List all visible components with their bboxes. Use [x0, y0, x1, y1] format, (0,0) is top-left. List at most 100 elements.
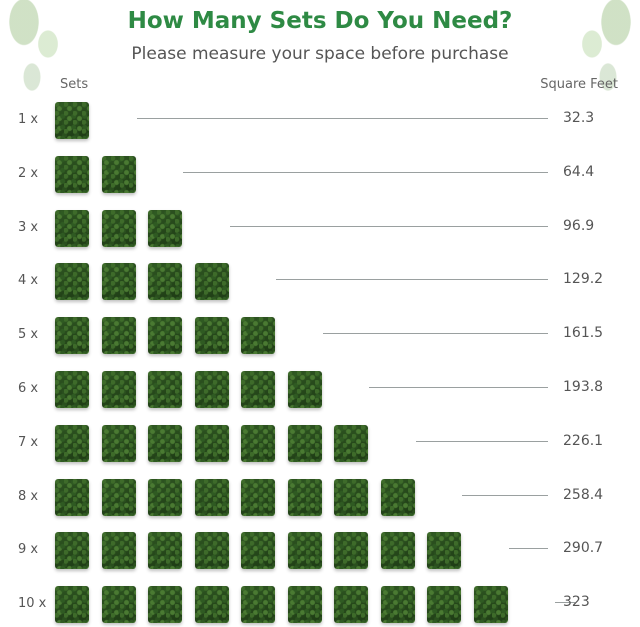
row-sets-label: 5 x	[18, 327, 39, 343]
hedge-panel-icon	[241, 371, 275, 408]
hedge-panel-icon	[380, 478, 415, 516]
row-square-feet-value: 258.4	[563, 486, 604, 503]
hedge-panel-icon	[55, 371, 89, 408]
row-sets-label: 3 x	[18, 219, 39, 235]
hedge-panel-icon	[101, 371, 136, 408]
row-divider-line	[415, 440, 548, 442]
row-sets-label: 7 x	[18, 434, 39, 450]
row-sets-label: 6 x	[18, 381, 39, 396]
hedge-panel-icon	[194, 532, 229, 570]
hedge-panel-icon	[55, 532, 89, 570]
row-sets-label: 1 x	[18, 112, 39, 127]
row-sets-label: 4 x	[18, 273, 39, 289]
hedge-panel-icon	[194, 371, 229, 408]
row-square-feet-value: 32.3	[563, 110, 595, 126]
hedge-panel-icon	[427, 532, 461, 570]
sets-row: 1 x 32.3	[0, 100, 640, 140]
page-subtitle: Please measure your space before purchas…	[131, 44, 509, 64]
row-sets-label: 8 x	[18, 488, 39, 504]
hedge-panel-icon	[101, 155, 136, 193]
hedge-panel-icon	[55, 155, 89, 193]
row-divider-line	[508, 548, 548, 550]
hedge-panel-icon	[148, 263, 182, 301]
hedge-panel-icon	[194, 317, 229, 355]
hedge-panel-icon	[101, 263, 136, 301]
row-sets-label: 10 x	[18, 596, 47, 612]
hedge-panel-icon	[148, 371, 182, 408]
row-square-feet-value: 129.2	[563, 271, 604, 288]
hedge-panel-icon	[101, 586, 136, 624]
sets-row: 6 x 193.8	[0, 369, 640, 409]
row-divider-line	[369, 387, 548, 388]
hedge-panel-icon	[334, 586, 368, 624]
hedge-panel-icon	[194, 478, 229, 516]
hedge-panel-icon	[427, 586, 461, 624]
hedge-panel-icon	[241, 586, 275, 624]
hedge-panel-icon	[473, 586, 508, 624]
sets-row: 10 x 323	[0, 584, 640, 624]
hedge-panel-icon	[194, 586, 229, 624]
hedge-panel-icon	[148, 532, 182, 570]
hedge-panel-icon	[55, 424, 89, 462]
hedge-panel-icon	[148, 424, 182, 462]
hedge-panel-icon	[241, 317, 275, 355]
row-sets-label: 2 x	[18, 165, 39, 181]
sets-row: 8 x 258.4	[0, 477, 640, 517]
hedge-panel-icon	[334, 478, 368, 516]
hedge-panel-icon	[101, 532, 136, 570]
hedge-panel-icon	[380, 586, 415, 624]
hedge-panel-icon	[101, 424, 136, 462]
page-title: How Many Sets Do You Need?	[127, 8, 513, 34]
row-square-feet-value: 290.7	[563, 540, 604, 557]
hedge-panel-icon	[55, 102, 89, 139]
hedge-panel-icon	[287, 371, 322, 408]
row-divider-line	[183, 171, 548, 173]
row-square-feet-value: 193.8	[563, 379, 604, 395]
hedge-panel-icon	[148, 478, 182, 516]
sets-row: 5 x 161.5	[0, 315, 640, 355]
hedge-panel-icon	[287, 478, 322, 516]
row-divider-line	[322, 333, 548, 335]
hedge-panel-icon	[101, 478, 136, 516]
row-square-feet-value: 226.1	[563, 432, 604, 449]
hedge-panel-icon	[380, 532, 415, 570]
hedge-panel-icon	[241, 478, 275, 516]
row-square-feet-value: 323	[563, 594, 590, 611]
hedge-panel-icon	[148, 317, 182, 355]
row-divider-line	[276, 279, 548, 281]
hedge-panel-icon	[55, 317, 89, 355]
hedge-panel-icon	[287, 532, 322, 570]
sets-column-header: Sets	[60, 77, 89, 92]
hedge-panel-icon	[334, 532, 368, 570]
sets-row: 7 x 226.1	[0, 423, 640, 463]
hedge-panel-icon	[55, 586, 89, 624]
row-square-feet-value: 161.5	[563, 325, 604, 342]
hedge-panel-icon	[194, 263, 229, 301]
row-sets-label: 9 x	[18, 542, 39, 558]
row-divider-line	[229, 225, 548, 227]
hedge-panel-icon	[148, 209, 182, 247]
hedge-panel-icon	[194, 424, 229, 462]
fern-leaf-icon	[0, 0, 80, 110]
sets-row: 9 x 290.7	[0, 530, 640, 570]
hedge-panel-icon	[241, 424, 275, 462]
square-feet-column-header: Square Feet	[540, 77, 618, 92]
row-divider-line	[462, 494, 548, 496]
row-divider-line	[555, 602, 575, 604]
hedge-panel-icon	[334, 424, 368, 462]
hedge-panel-icon	[287, 424, 322, 462]
hedge-panel-icon	[287, 586, 322, 624]
row-square-feet-value: 96.9	[563, 217, 595, 234]
sets-row: 4 x 129.2	[0, 261, 640, 301]
sets-row: 3 x 96.9	[0, 208, 640, 248]
hedge-panel-icon	[55, 263, 89, 301]
hedge-panel-icon	[55, 478, 89, 516]
hedge-panel-icon	[148, 586, 182, 624]
hedge-panel-icon	[101, 317, 136, 355]
row-square-feet-value: 64.4	[563, 163, 595, 180]
row-divider-line	[136, 118, 548, 119]
sets-row: 2 x 64.4	[0, 154, 640, 194]
hedge-panel-icon	[101, 209, 136, 247]
hedge-panel-icon	[55, 209, 89, 247]
hedge-panel-icon	[241, 532, 275, 570]
